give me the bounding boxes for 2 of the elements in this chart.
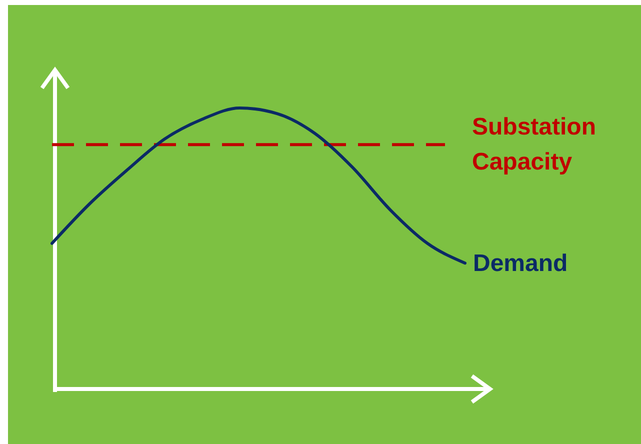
ref-line-label: Substation Capacity (472, 114, 596, 176)
series-label: Demand (473, 250, 568, 278)
